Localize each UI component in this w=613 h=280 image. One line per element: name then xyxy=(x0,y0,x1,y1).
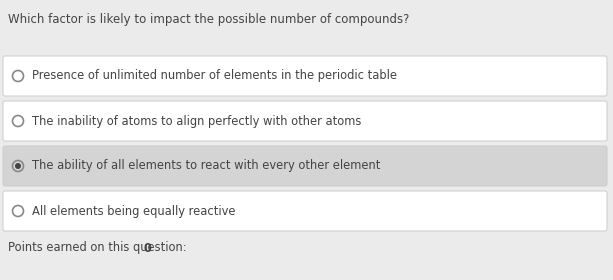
Text: The inability of atoms to align perfectly with other atoms: The inability of atoms to align perfectl… xyxy=(32,115,362,127)
Text: 0: 0 xyxy=(144,241,152,255)
FancyBboxPatch shape xyxy=(3,101,607,141)
Text: The ability of all elements to react with every other element: The ability of all elements to react wit… xyxy=(32,160,381,172)
Circle shape xyxy=(15,163,21,169)
Circle shape xyxy=(12,71,23,81)
Text: Which factor is likely to impact the possible number of compounds?: Which factor is likely to impact the pos… xyxy=(8,13,409,27)
Circle shape xyxy=(12,206,23,216)
FancyBboxPatch shape xyxy=(3,146,607,186)
FancyBboxPatch shape xyxy=(3,191,607,231)
Circle shape xyxy=(12,115,23,127)
Circle shape xyxy=(12,160,23,171)
FancyBboxPatch shape xyxy=(3,56,607,96)
Text: All elements being equally reactive: All elements being equally reactive xyxy=(32,204,235,218)
Text: Points earned on this question:: Points earned on this question: xyxy=(8,241,190,255)
Text: Presence of unlimited number of elements in the periodic table: Presence of unlimited number of elements… xyxy=(32,69,397,83)
